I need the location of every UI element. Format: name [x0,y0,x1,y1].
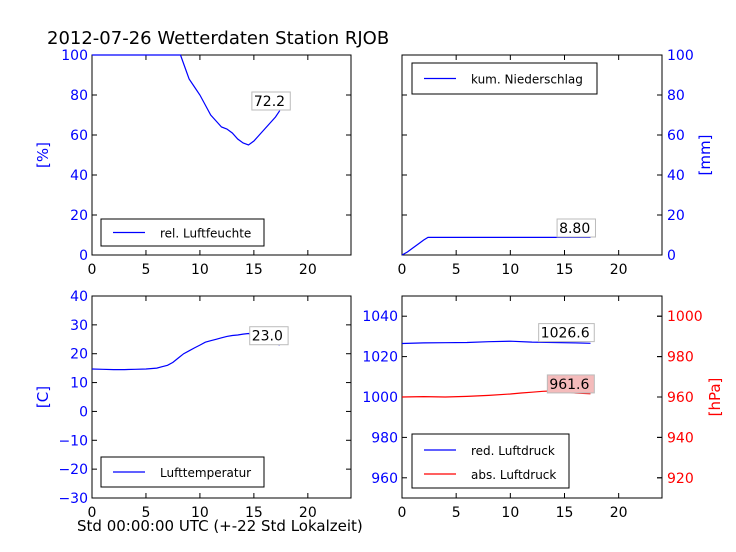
chart-humidity: 0 5 10 15 20 0 20 40 60 80 100 [%] 72.2 rel. Luftfeuc… [34,48,352,278]
y-axis-label: [mm] [696,135,714,176]
x-tick-label: 5 [141,262,150,278]
y-axis-label: [C] [34,386,52,408]
y2-axis-label: [hPa] [706,378,724,417]
end-label: 23.0 [252,329,283,345]
x-tick-label: 10 [191,262,209,278]
x-tick-label: 0 [88,262,97,278]
end-label: 72.2 [254,94,285,110]
y-tick-label: 60 [70,128,88,144]
y-tick-label: 80 [667,88,685,104]
end-label-box [538,323,595,343]
y-tick-label: 40 [70,168,88,184]
end-label-box [546,374,595,394]
y-tick-label: 10 [70,376,88,392]
y2-tick-label: 980 [667,350,694,366]
y-tick-label: 60 [667,128,685,144]
x-tick-label: 10 [191,505,209,521]
x-tick-label: 5 [141,505,150,521]
end-label-box [556,218,596,238]
x-tick-label: 20 [299,262,317,278]
y2-tick-label: 940 [667,430,694,446]
y-tick-label: 980 [371,430,398,446]
legend-label: abs. Luftdruck [471,468,556,482]
end-label: 8.80 [559,221,590,237]
y-tick-label: 40 [70,289,88,305]
x-tick-label: 0 [88,505,97,521]
x-tick-label: 20 [610,505,628,521]
series-line-1-0 [401,236,591,256]
y-tick-label: 100 [61,48,88,64]
figure-xlabel: Std 00:00:00 UTC (+-22 Std Lokalzeit) [77,517,363,535]
y-tick-label: −20 [58,462,88,478]
y-tick-label: 0 [79,404,88,420]
y2-tick-label: 1000 [667,309,703,325]
y2-tick-label: 920 [667,471,694,487]
figure-title: 2012-07-26 Wetterdaten Station RJOB [47,28,389,49]
y-tick-label: 0 [79,248,88,264]
y-tick-label: 100 [667,48,694,64]
x-tick-label: 10 [501,262,519,278]
y-tick-label: 20 [70,347,88,363]
x-tick-label: 10 [501,505,519,521]
y-tick-label: −10 [58,433,88,449]
y-tick-label: 1020 [362,350,398,366]
x-tick-label: 5 [452,505,461,521]
chart-temperature: 0 5 10 15 20 −30 −20 −10 0 10 20 30 40 [C] 23.0 Lufttem… [34,289,352,521]
x-tick-label: 20 [299,505,317,521]
legend-label: rel. Luftfeuchte [160,227,251,241]
y-tick-label: 960 [371,471,398,487]
x-tick-label: 5 [452,262,461,278]
legend-label: kum. Niederschlag [471,73,583,87]
y2-tick-label: 960 [667,390,694,406]
x-tick-label: 15 [245,505,263,521]
y-tick-label: −30 [58,491,88,507]
end-label-box [251,91,291,111]
y-axis-label: [%] [34,142,52,168]
y-tick-label: 80 [70,88,88,104]
end-label: 1026.6 [541,326,590,342]
chart-precipitation: 0 5 10 15 20 0 20 40 60 80 100 [mm] 8.80 kum. Nieders… [398,48,714,278]
x-tick-label: 0 [398,505,407,521]
y-tick-label: 1000 [362,390,398,406]
chart-pressure: 0 5 10 15 20 960 980 1000 1020 1040 920 940 960 980 10… [362,295,724,521]
x-tick-label: 15 [556,262,574,278]
legend-label: red. Luftdruck [471,444,555,458]
x-tick-label: 15 [245,262,263,278]
y-tick-label: 20 [70,208,88,224]
series-line-3-0 [401,340,591,345]
y-tick-label: 40 [667,168,685,184]
series-line-0-0 [92,54,281,146]
legend-box [411,433,570,489]
x-tick-label: 15 [556,505,574,521]
x-tick-label: 0 [398,262,407,278]
y-tick-label: 30 [70,318,88,334]
x-tick-label: 20 [610,262,628,278]
y-tick-label: 0 [667,248,676,264]
end-label: 961.6 [549,377,589,393]
y-tick-label: 1040 [362,309,398,325]
y-tick-label: 20 [667,208,685,224]
legend-label: Lufttemperatur [160,466,251,480]
end-label-box [249,326,289,346]
